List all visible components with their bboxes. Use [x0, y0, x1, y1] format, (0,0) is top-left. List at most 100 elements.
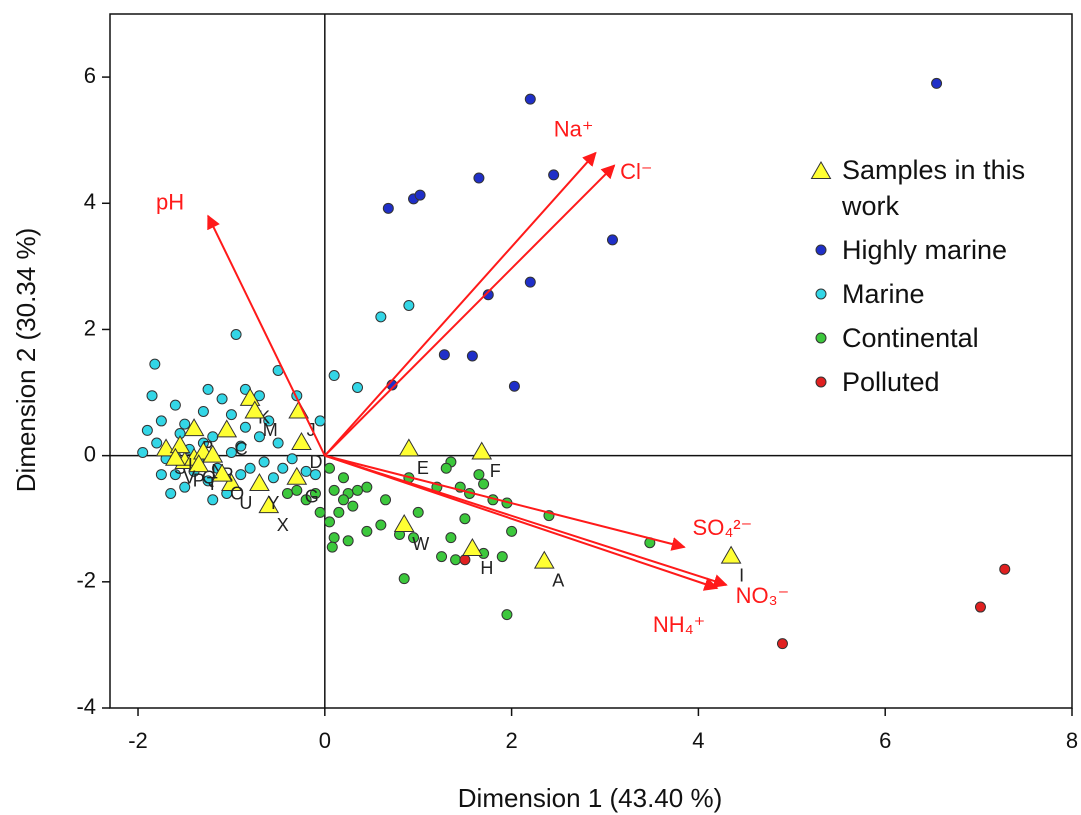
point — [202, 383, 214, 395]
point — [314, 506, 326, 518]
point-label: P — [193, 471, 205, 491]
legend-label: Samples in this work — [842, 155, 1026, 221]
point-label: W — [412, 534, 429, 554]
legend-label: Continental — [842, 323, 979, 353]
sample-point — [249, 473, 270, 492]
y-tick-label: 4 — [84, 189, 96, 214]
point — [501, 609, 513, 621]
legend-symbol — [810, 160, 832, 179]
point — [328, 370, 340, 382]
point — [352, 381, 364, 393]
point — [473, 469, 485, 481]
point-label: T — [207, 474, 218, 494]
point — [286, 453, 298, 465]
legend-marker — [815, 244, 827, 256]
point — [309, 487, 321, 499]
point-label: A — [552, 570, 564, 590]
legend-symbol — [815, 288, 827, 300]
point-label: C — [235, 439, 248, 459]
point — [314, 415, 326, 427]
point — [141, 424, 153, 436]
point — [382, 202, 394, 214]
point-label: H — [480, 558, 493, 578]
legend-entry: Continental — [806, 320, 1076, 356]
legend: Samples in this work Highly marine Marine C… — [806, 152, 1076, 408]
point — [235, 469, 247, 481]
point — [323, 516, 335, 528]
point — [412, 506, 424, 518]
point — [323, 462, 335, 474]
x-tick-label: 2 — [505, 728, 517, 753]
point — [328, 532, 340, 544]
legend-label: Marine — [842, 279, 925, 309]
x-tick-label: -2 — [128, 728, 148, 753]
point — [291, 484, 303, 496]
point — [496, 551, 508, 563]
sample-point — [720, 545, 742, 564]
point — [403, 299, 415, 311]
sample-point — [211, 463, 233, 482]
y-axis-label: Dimension 2 (30.34 %) — [11, 228, 41, 492]
point — [155, 415, 167, 427]
point-label: M — [263, 420, 278, 440]
point — [361, 481, 373, 493]
point — [267, 472, 279, 484]
legend-marker — [810, 160, 832, 179]
y-tick-label: 2 — [84, 315, 96, 340]
point-label: I — [739, 565, 744, 585]
point — [438, 349, 450, 361]
loading-vector — [324, 164, 616, 457]
point-label: F — [490, 461, 501, 481]
point — [333, 506, 345, 518]
point — [931, 77, 943, 89]
point-label: Y — [267, 493, 279, 513]
sample-point — [216, 419, 238, 438]
x-tick-label: 4 — [692, 728, 704, 753]
point — [398, 573, 410, 585]
point — [459, 554, 471, 566]
point — [225, 409, 237, 421]
sample-point — [165, 447, 186, 466]
point — [258, 456, 270, 468]
point — [508, 380, 520, 392]
legend-entry: Marine — [806, 276, 1076, 312]
point — [999, 563, 1011, 575]
vector-label: SO₄²⁻ — [693, 515, 753, 540]
point — [380, 494, 392, 506]
point — [436, 551, 448, 563]
point — [445, 532, 457, 544]
point — [440, 462, 452, 474]
point — [328, 484, 340, 496]
point — [548, 169, 560, 181]
point — [146, 390, 158, 402]
sample-point — [188, 454, 210, 473]
point — [466, 350, 478, 362]
point — [326, 541, 338, 553]
sample-point — [462, 538, 483, 557]
legend-entry: Highly marine — [806, 232, 1076, 268]
point — [375, 519, 387, 531]
point-label: Q — [202, 468, 216, 488]
x-tick-label: 8 — [1066, 728, 1078, 753]
legend-label: Highly marine — [842, 235, 1008, 265]
point — [375, 311, 387, 323]
sample-point — [291, 432, 312, 451]
point — [342, 535, 354, 547]
point-label: J — [307, 420, 316, 440]
point-label: O — [230, 483, 244, 503]
legend-entry: Samples in this work — [806, 152, 1076, 224]
loading-vector — [324, 454, 686, 551]
point-label: V — [183, 468, 195, 488]
loading-vector — [207, 214, 326, 457]
point — [300, 494, 312, 506]
point — [149, 358, 161, 370]
sample-point — [244, 400, 266, 419]
point-label: X — [277, 515, 289, 535]
legend-symbol — [815, 332, 827, 344]
vector-label: NH₄⁺ — [653, 612, 705, 637]
point — [151, 437, 163, 449]
point — [137, 446, 149, 458]
point — [347, 500, 359, 512]
y-tick-label: 6 — [84, 63, 96, 88]
